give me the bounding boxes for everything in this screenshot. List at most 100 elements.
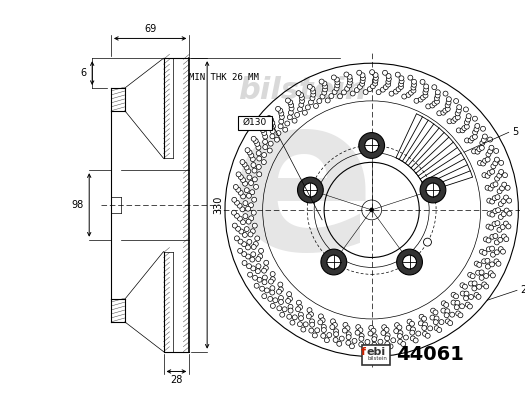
Circle shape xyxy=(239,229,244,234)
Circle shape xyxy=(448,321,453,326)
Circle shape xyxy=(444,313,449,318)
Circle shape xyxy=(298,312,303,317)
Circle shape xyxy=(299,95,304,100)
Circle shape xyxy=(359,336,364,341)
Circle shape xyxy=(495,250,499,255)
Circle shape xyxy=(475,149,480,154)
Circle shape xyxy=(494,259,499,264)
Circle shape xyxy=(484,274,489,278)
Circle shape xyxy=(320,94,325,99)
Circle shape xyxy=(243,201,248,206)
Circle shape xyxy=(411,85,416,90)
Circle shape xyxy=(418,321,423,326)
Circle shape xyxy=(251,266,256,271)
Circle shape xyxy=(283,127,288,132)
Circle shape xyxy=(256,145,261,150)
Text: 69: 69 xyxy=(144,24,156,34)
Circle shape xyxy=(385,333,390,338)
Circle shape xyxy=(493,209,498,214)
Circle shape xyxy=(311,89,316,94)
Text: MIN THK 26 MM: MIN THK 26 MM xyxy=(189,72,259,82)
Circle shape xyxy=(503,195,509,200)
Circle shape xyxy=(426,183,440,197)
Circle shape xyxy=(298,107,302,112)
Circle shape xyxy=(386,74,391,78)
Circle shape xyxy=(369,325,374,330)
Circle shape xyxy=(244,165,249,170)
Circle shape xyxy=(319,314,323,319)
Text: 2: 2 xyxy=(520,285,525,295)
Circle shape xyxy=(250,229,255,234)
Circle shape xyxy=(446,97,452,102)
Circle shape xyxy=(318,320,323,325)
Circle shape xyxy=(485,185,490,190)
Circle shape xyxy=(262,139,268,144)
Circle shape xyxy=(320,318,325,323)
Circle shape xyxy=(376,90,381,95)
Circle shape xyxy=(472,116,477,121)
Circle shape xyxy=(359,133,385,158)
Circle shape xyxy=(437,328,442,332)
Circle shape xyxy=(275,137,279,142)
Circle shape xyxy=(488,186,493,191)
Circle shape xyxy=(356,70,362,75)
Circle shape xyxy=(425,333,430,338)
Circle shape xyxy=(359,342,364,347)
Circle shape xyxy=(399,76,404,81)
Circle shape xyxy=(493,234,498,238)
Circle shape xyxy=(462,126,467,130)
Circle shape xyxy=(423,90,428,95)
Circle shape xyxy=(321,333,326,338)
Circle shape xyxy=(258,254,262,259)
Circle shape xyxy=(360,81,365,86)
Circle shape xyxy=(245,148,250,153)
Circle shape xyxy=(348,80,352,85)
Circle shape xyxy=(422,326,427,330)
Circle shape xyxy=(333,329,339,334)
Circle shape xyxy=(420,80,425,84)
Circle shape xyxy=(240,207,245,212)
Circle shape xyxy=(262,294,267,299)
Circle shape xyxy=(495,176,500,181)
Circle shape xyxy=(303,322,308,327)
Circle shape xyxy=(256,164,261,169)
Circle shape xyxy=(410,330,415,335)
Circle shape xyxy=(497,227,502,232)
Circle shape xyxy=(496,261,501,266)
Circle shape xyxy=(335,83,340,88)
Circle shape xyxy=(422,316,426,321)
Circle shape xyxy=(486,238,491,243)
Circle shape xyxy=(507,198,512,203)
Circle shape xyxy=(485,157,490,162)
Circle shape xyxy=(236,172,241,177)
Circle shape xyxy=(292,118,297,123)
Circle shape xyxy=(411,88,416,93)
Circle shape xyxy=(256,257,261,262)
Circle shape xyxy=(474,261,479,266)
Circle shape xyxy=(472,281,477,286)
Circle shape xyxy=(237,216,243,221)
Circle shape xyxy=(385,336,390,341)
Circle shape xyxy=(474,292,479,297)
Circle shape xyxy=(450,312,455,317)
Circle shape xyxy=(342,328,347,333)
Circle shape xyxy=(501,199,506,204)
Circle shape xyxy=(240,220,246,225)
Circle shape xyxy=(322,84,328,89)
Circle shape xyxy=(334,77,339,82)
Circle shape xyxy=(259,248,264,253)
Circle shape xyxy=(282,307,287,312)
Circle shape xyxy=(270,286,275,291)
Circle shape xyxy=(295,112,300,117)
Circle shape xyxy=(477,284,481,289)
Circle shape xyxy=(459,304,465,309)
Circle shape xyxy=(492,222,497,226)
Circle shape xyxy=(306,105,310,110)
Circle shape xyxy=(327,255,341,269)
Circle shape xyxy=(501,234,507,239)
Circle shape xyxy=(410,321,414,326)
Circle shape xyxy=(237,203,242,208)
Circle shape xyxy=(490,199,495,204)
Circle shape xyxy=(322,90,327,95)
Circle shape xyxy=(468,138,473,143)
